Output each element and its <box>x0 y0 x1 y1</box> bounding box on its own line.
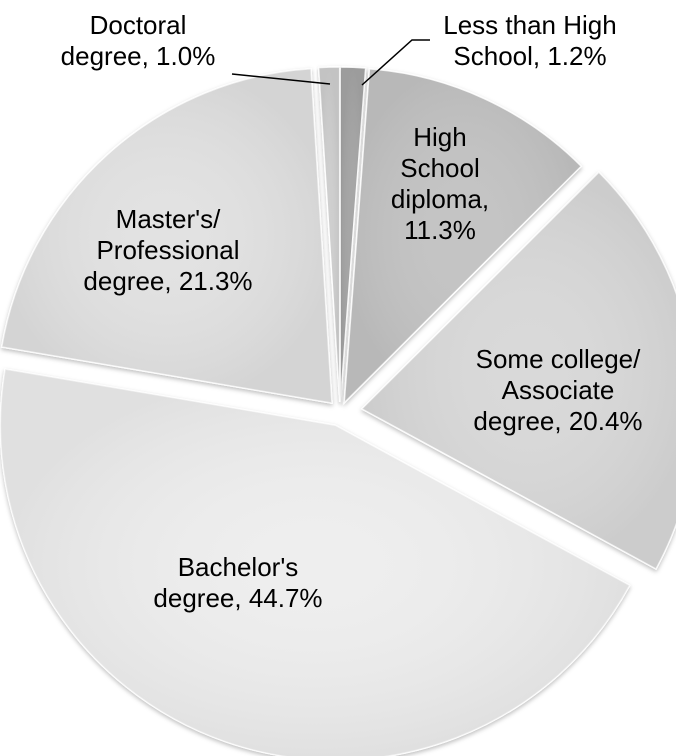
leader-line-0 <box>361 39 430 86</box>
slice-label-line: Master's/ <box>115 204 221 234</box>
slice-label-line: High <box>413 122 467 152</box>
slice-label-0: Less than High School, 1.2% <box>420 10 640 72</box>
slice-label-5: Doctoral degree, 1.0% <box>38 10 238 72</box>
pie-slice-shade-3 <box>0 369 630 756</box>
pie-slice-shade-4 <box>1 68 332 404</box>
slice-label-line: Professional <box>96 235 240 265</box>
slice-label-line: Some college/ <box>475 344 641 374</box>
slice-label-line: Doctoral <box>89 10 187 40</box>
slice-label-line: Less than High <box>443 10 617 40</box>
slice-label-line: Bachelor's <box>177 552 299 582</box>
pie-slice-shade-5 <box>318 67 340 403</box>
leader-line-5 <box>231 73 331 85</box>
slice-label-line: degree, 44.7% <box>153 583 323 613</box>
pie-slice-shade-2 <box>361 172 676 570</box>
slice-label-line: School, 1.2% <box>453 41 607 71</box>
slice-label-4: Master's/Professional degree, 21.3% <box>48 204 288 297</box>
slice-label-2: Some college/Associate degree, 20.4% <box>448 344 668 437</box>
slice-label-line: degree, 21.3% <box>83 266 253 296</box>
slice-label-line: Associate <box>501 375 615 405</box>
pie-slice-shade-0 <box>340 67 366 403</box>
slice-label-3: Bachelor's degree, 44.7% <box>118 552 358 614</box>
slice-label-line: 11.3% <box>404 215 476 245</box>
slice-label-line: degree, 20.4% <box>473 406 643 436</box>
pie-slice-shade-1 <box>344 68 582 403</box>
slice-label-1: High School diploma, 11.3% <box>365 122 515 246</box>
slice-label-line: diploma, <box>390 184 490 214</box>
slice-label-line: School <box>400 153 480 183</box>
slice-label-line: degree, 1.0% <box>60 41 216 71</box>
